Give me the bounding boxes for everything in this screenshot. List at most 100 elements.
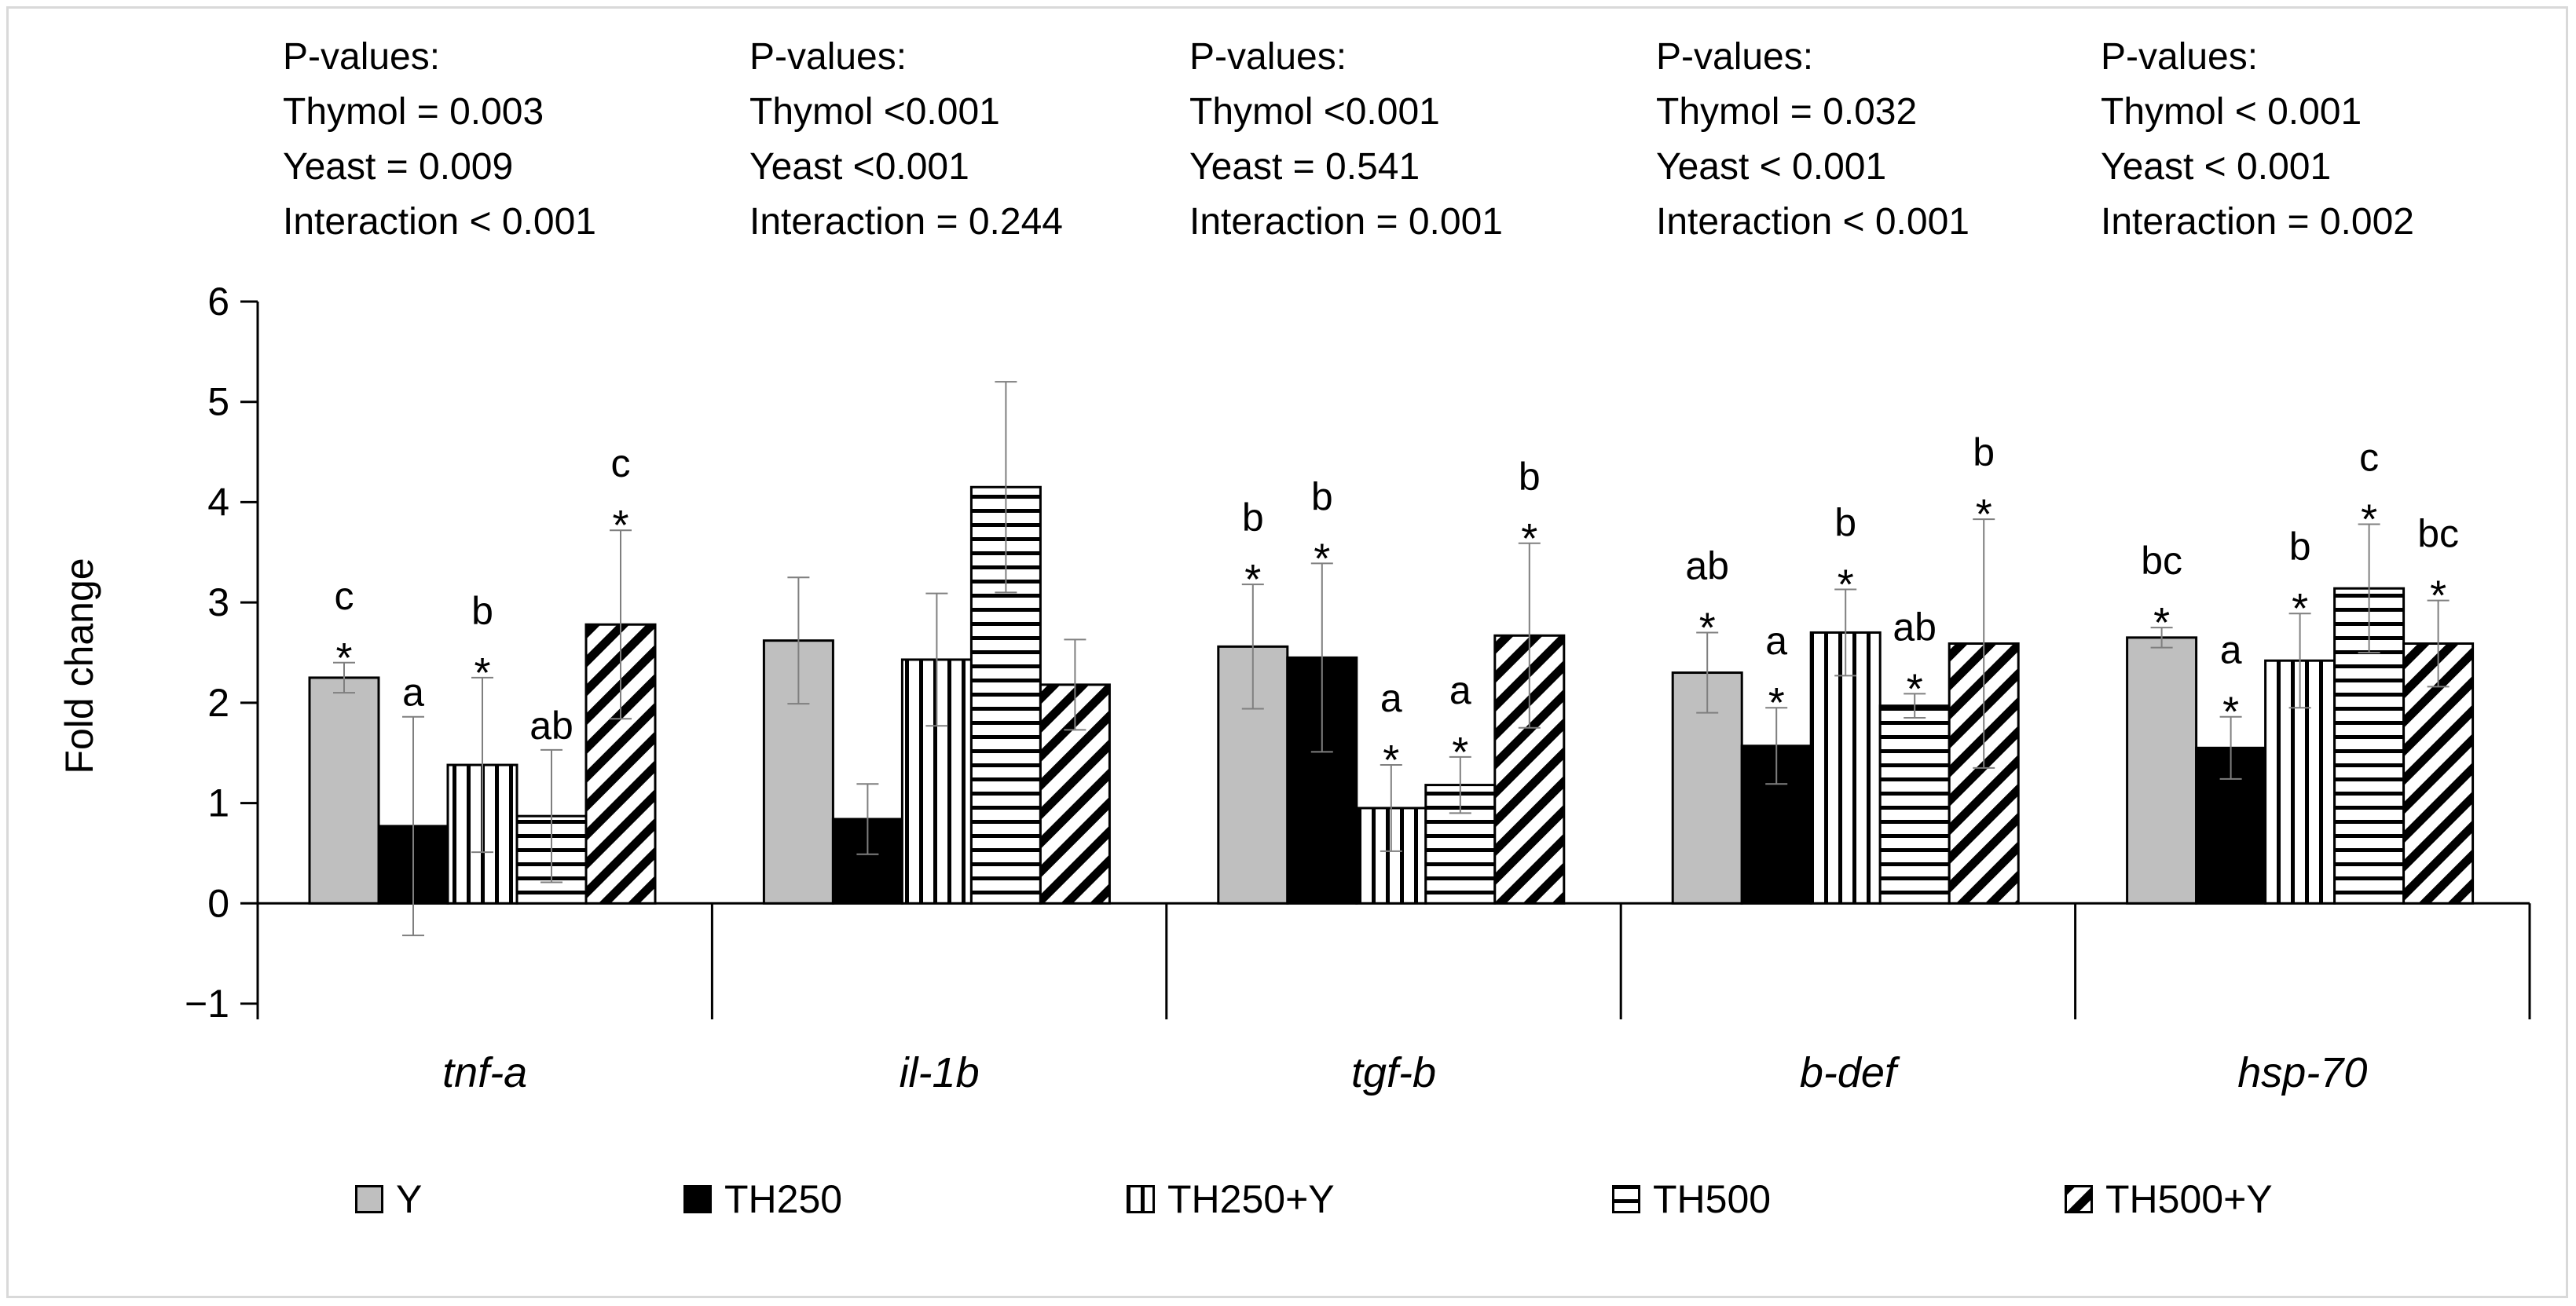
pvalue-interaction: Interaction = 0.001 xyxy=(1189,201,1503,243)
significance-letter: b xyxy=(1311,474,1333,518)
pvalues-tnf-a: P-values: Thymol = 0.003 Yeast = 0.009 I… xyxy=(283,30,596,250)
legend-item-th250: TH250 xyxy=(683,1176,842,1222)
significance-star: * xyxy=(2222,689,2239,736)
significance-letter: b xyxy=(1519,455,1541,499)
legend-label: Y xyxy=(396,1177,423,1221)
pvalue-thymol: Thymol <0.001 xyxy=(749,91,1000,133)
pvalue-interaction: Interaction = 0.002 xyxy=(2101,201,2414,243)
pvalues-heading: P-values: xyxy=(1189,36,1347,78)
significance-star: * xyxy=(1244,556,1261,603)
y-tick-label: 6 xyxy=(207,280,229,324)
significance-letter: a xyxy=(402,671,424,715)
bar-y-hsp-70 xyxy=(2126,636,2198,905)
legend-label: TH250+Y xyxy=(1167,1177,1335,1221)
pvalue-thymol: Thymol = 0.032 xyxy=(1656,91,1918,133)
significance-star: * xyxy=(1521,515,1537,562)
bar-th500-b-def xyxy=(1878,704,1951,905)
legend-item-y: Y xyxy=(355,1176,422,1222)
significance-letter: b xyxy=(1834,501,1856,545)
significance-letter: b xyxy=(2289,525,2311,569)
legend-swatch-th250-y xyxy=(1127,1185,1155,1213)
significance-letter: bc xyxy=(2141,539,2182,583)
legend-label: TH500+Y xyxy=(2105,1177,2273,1221)
legend-label: TH500 xyxy=(1653,1177,1772,1221)
pvalues-tgf-b: P-values: Thymol <0.001 Yeast = 0.541 In… xyxy=(1189,30,1503,250)
significance-star: * xyxy=(2153,599,2170,646)
y-tick-label: 4 xyxy=(207,480,229,524)
y-tick-label: 2 xyxy=(207,681,229,725)
significance-star: * xyxy=(612,502,628,549)
significance-letter: ab xyxy=(1685,543,1729,587)
significance-star: * xyxy=(1907,665,1923,712)
significance-letter: a xyxy=(1449,668,1471,712)
significance-star: * xyxy=(2292,585,2308,632)
chart-frame xyxy=(6,6,2568,1298)
x-tick-label: b-def xyxy=(1800,1049,1900,1096)
significance-star: * xyxy=(1452,729,1468,776)
significance-star: * xyxy=(474,649,490,697)
significance-star: * xyxy=(1314,535,1330,582)
bar-th250-plus-y-b-def xyxy=(1809,631,1882,905)
significance-star: * xyxy=(1976,491,1992,538)
pvalues-heading: P-values: xyxy=(1656,36,1814,78)
pvalues-hsp-70: P-values: Thymol < 0.001 Yeast < 0.001 I… xyxy=(2101,30,2414,250)
significance-star: * xyxy=(1383,737,1399,784)
significance-letter: a xyxy=(1765,619,1787,663)
legend-swatch-th500 xyxy=(1612,1185,1640,1213)
pvalues-b-def: P-values: Thymol = 0.032 Yeast < 0.001 I… xyxy=(1656,30,1970,250)
pvalues-heading: P-values: xyxy=(2101,36,2259,78)
y-axis: −1 0 1 2 3 4 5 6 xyxy=(185,280,259,1026)
significance-letter: a xyxy=(2220,628,2242,672)
legend-swatch-th500-y xyxy=(2065,1185,2093,1213)
x-tick-label: tgf-b xyxy=(1351,1049,1436,1096)
significance-letter: b xyxy=(1973,430,1995,474)
pvalues-heading: P-values: xyxy=(749,36,907,78)
pvalue-yeast: Yeast <0.001 xyxy=(749,146,969,188)
significance-letter: ab xyxy=(1893,605,1937,649)
pvalues-heading: P-values: xyxy=(283,36,441,78)
x-tick-label: tnf-a xyxy=(442,1049,527,1096)
pvalue-interaction: Interaction < 0.001 xyxy=(1656,201,1970,243)
pvalue-thymol: Thymol = 0.003 xyxy=(283,91,544,133)
legend-item-th250-y: TH250+Y xyxy=(1127,1176,1335,1222)
legend-swatch-th250 xyxy=(683,1185,712,1213)
significance-letter: c xyxy=(611,441,631,485)
significance-letter: b xyxy=(471,589,493,633)
significance-star: * xyxy=(2361,496,2377,543)
pvalue-yeast: Yeast = 0.541 xyxy=(1189,146,1420,188)
legend: Y TH250 TH250+Y TH500 TH500+Y xyxy=(0,1176,2576,1231)
pvalue-thymol: Thymol <0.001 xyxy=(1189,91,1440,133)
pvalue-thymol: Thymol < 0.001 xyxy=(2101,91,2362,133)
y-tick-label: −1 xyxy=(185,982,229,1026)
legend-label: TH250 xyxy=(724,1177,843,1221)
pvalue-interaction: Interaction < 0.001 xyxy=(283,201,596,243)
legend-swatch-y xyxy=(355,1185,383,1213)
significance-letter: c xyxy=(2359,436,2379,480)
pvalue-yeast: Yeast = 0.009 xyxy=(283,146,514,188)
pvalues-il-1b: P-values: Thymol <0.001 Yeast <0.001 Int… xyxy=(749,30,1063,250)
x-tick-label: il-1b xyxy=(900,1049,980,1096)
y-tick-label: 5 xyxy=(207,380,229,424)
significance-star: * xyxy=(1838,562,1854,609)
significance-star: * xyxy=(1699,604,1716,651)
significance-star: * xyxy=(335,635,352,682)
pvalue-yeast: Yeast < 0.001 xyxy=(1656,146,1887,188)
pvalue-yeast: Yeast < 0.001 xyxy=(2101,146,2332,188)
y-tick-label: 3 xyxy=(207,580,229,624)
significance-letter: c xyxy=(335,574,354,618)
legend-item-th500-y: TH500+Y xyxy=(2065,1176,2273,1222)
y-axis-label: Fold change xyxy=(57,558,101,774)
y-tick-label: 1 xyxy=(207,781,229,825)
significance-letter: bc xyxy=(2417,512,2459,556)
significance-star: * xyxy=(1768,679,1785,726)
legend-item-th500: TH500 xyxy=(1612,1176,1771,1222)
bar-y-tnf-a xyxy=(308,676,380,905)
significance-annotations: * c * b * ab * bc a * b * a * a * b * a * b * b ab * a * ab * c * c * b * b… xyxy=(335,430,2460,784)
significance-star: * xyxy=(2430,573,2446,620)
significance-letter: a xyxy=(1380,676,1402,720)
x-axis: tnf-a il-1b tgf-b b-def hsp-70 xyxy=(256,902,2531,1096)
x-tick-label: hsp-70 xyxy=(2237,1049,2367,1096)
pvalue-interaction: Interaction = 0.244 xyxy=(749,201,1063,243)
significance-letter: b xyxy=(1242,496,1264,540)
